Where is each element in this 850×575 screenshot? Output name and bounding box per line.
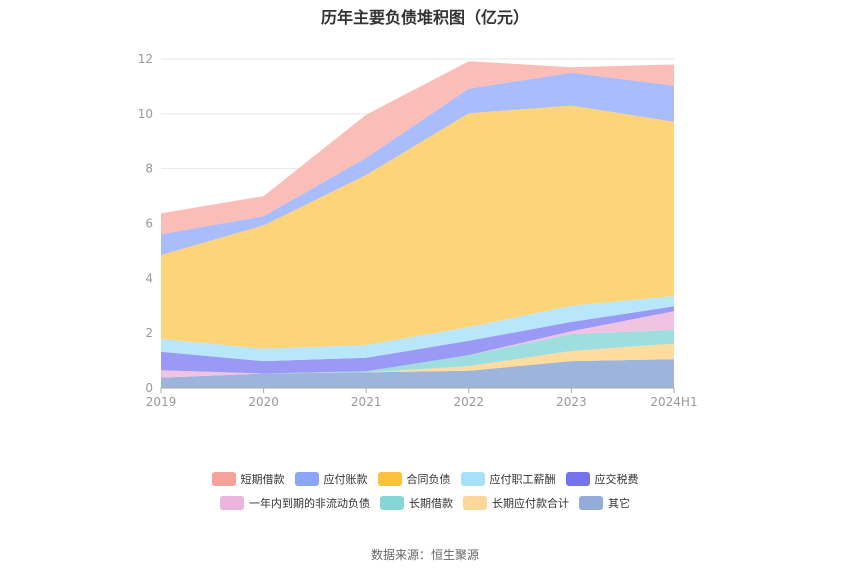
area-series (161, 359, 674, 388)
area-series (161, 343, 674, 378)
legend-label: 合同负债 (406, 473, 451, 486)
x-tick-label: 2021 (351, 395, 382, 409)
y-tick-label: 12 (138, 52, 153, 66)
x-tick-label: 2022 (454, 395, 485, 409)
area-series (161, 295, 674, 362)
y-tick-label: 6 (145, 217, 153, 231)
area-series (161, 72, 674, 255)
chart-legend: 短期借款 应付账款 合同负债 应付职工薪酬 应交税费 一年内到期的非流动负债 长… (0, 470, 850, 518)
legend-swatch (220, 496, 244, 510)
x-tick-label: 2024H1 (650, 395, 697, 409)
area-series (161, 61, 674, 235)
stacked-area-chart: 0 2 4 6 8 10 12 2019 2020 2021 2022 2023 2024H1 (138, 52, 698, 409)
legend-label: 应付账款 (323, 473, 368, 486)
legend-swatch (565, 472, 590, 486)
legend-item-current-noncurrent-liabilities[interactable]: 一年内到期的非流动负债 (220, 494, 370, 512)
data-source-note: 数据来源：恒生聚源 (370, 548, 479, 562)
legend-label: 短期借款 (240, 473, 285, 486)
y-tick-label: 10 (138, 107, 153, 121)
legend-item-accounts-payable[interactable]: 应付账款 (294, 470, 368, 488)
area-series (161, 306, 674, 374)
y-tick-label: 2 (145, 326, 153, 340)
legend-label: 其它 (608, 497, 630, 510)
legend-label: 长期应付款合计 (492, 497, 569, 510)
x-tick-label: 2020 (248, 395, 279, 409)
legend-label: 应付职工薪酬 (489, 473, 556, 486)
legend-swatch (377, 472, 402, 486)
legend-item-short-term-loans[interactable]: 短期借款 (211, 470, 285, 488)
x-tick-label: 2023 (556, 395, 587, 409)
legend-item-long-term-loans[interactable]: 长期借款 (380, 494, 453, 512)
legend-swatch (460, 472, 485, 486)
legend-swatch (380, 496, 404, 510)
legend-item-other[interactable]: 其它 (579, 494, 630, 512)
legend-swatch (211, 472, 236, 486)
legend-swatch (579, 496, 603, 510)
chart-title: 历年主要负债堆积图（亿元） (320, 8, 529, 27)
legend-label: 一年内到期的非流动负债 (249, 497, 370, 510)
legend-row-1: 短期借款 应付账款 合同负债 应付职工薪酬 应交税费 (0, 470, 850, 488)
legend-row-2: 一年内到期的非流动负债 长期借款 长期应付款合计 其它 (0, 494, 850, 512)
y-tick-label: 8 (145, 162, 153, 176)
area-series (161, 105, 674, 349)
area-series (161, 329, 674, 378)
legend-item-contract-liabilities[interactable]: 合同负债 (377, 470, 451, 488)
legend-item-taxes-payable[interactable]: 应交税费 (565, 470, 639, 488)
legend-swatch (294, 472, 319, 486)
legend-label: 长期借款 (409, 497, 453, 510)
y-tick-label: 0 (145, 381, 153, 395)
legend-item-long-term-payables[interactable]: 长期应付款合计 (463, 494, 569, 512)
legend-item-employee-payables[interactable]: 应付职工薪酬 (460, 470, 556, 488)
y-tick-label: 4 (145, 271, 153, 285)
legend-label: 应交税费 (594, 473, 639, 486)
legend-swatch (463, 496, 487, 510)
x-tick-label: 2019 (146, 395, 177, 409)
